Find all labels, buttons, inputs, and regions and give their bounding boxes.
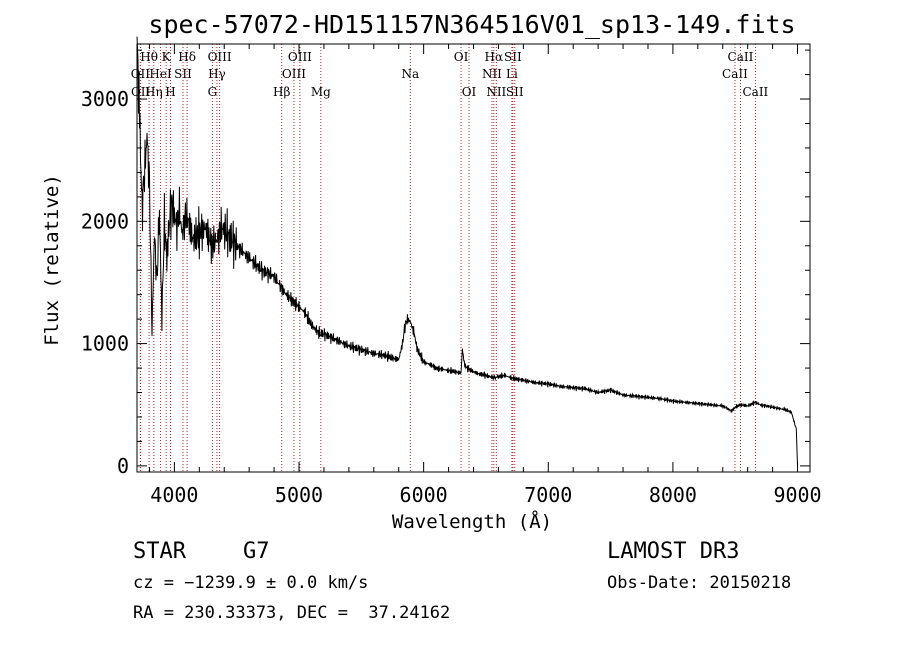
plot-frame: [136, 43, 811, 473]
line-label: SII: [174, 67, 192, 81]
line-label: Hγ: [208, 67, 226, 81]
object-subclass: G7: [243, 539, 270, 564]
line-label: Na: [401, 67, 419, 81]
survey-name: LAMOST DR3: [607, 539, 740, 564]
x-tick-label: 6000: [400, 483, 448, 507]
line-label: Mg: [311, 85, 331, 99]
y-tick-label: 3000: [81, 87, 129, 111]
line-label: OIII: [208, 50, 232, 64]
y-axis-label: Flux (relative): [41, 174, 63, 346]
axis-ticks: 4000 5000 6000 7000 8000 9000 0 1000 2000 3000: [81, 44, 822, 507]
line-label: NII: [482, 67, 502, 81]
line-label: Hδ: [178, 50, 196, 64]
line-label: OIII: [288, 50, 312, 64]
redshift-cz: cz = −1239.9 ± 0.0 km/s: [133, 573, 369, 593]
series-layer: [136, 36, 798, 466]
x-tick-label: 5000: [275, 483, 323, 507]
line-label: OI: [454, 50, 469, 64]
y-tick-label: 0: [117, 454, 129, 478]
line-label: CaII: [742, 85, 768, 99]
line-label: Hβ: [273, 85, 290, 99]
line-label: H: [165, 85, 175, 99]
line-label: HeI: [149, 67, 172, 81]
line-label: G: [208, 85, 218, 99]
line-label: CaII: [728, 50, 754, 64]
line-label: OIII: [282, 67, 306, 81]
line-label: Hα: [485, 50, 504, 64]
line-label: SII: [504, 50, 522, 64]
line-label: OI: [462, 85, 477, 99]
object-class: STAR: [133, 539, 186, 564]
y-tick-label: 1000: [81, 332, 129, 356]
y-tick-label: 2000: [81, 209, 129, 233]
line-label: NII: [486, 85, 506, 99]
line-label: CaII: [722, 67, 748, 81]
line-label: K: [162, 50, 172, 64]
x-tick-label: 9000: [773, 483, 821, 507]
x-tick-label: 8000: [649, 483, 697, 507]
line-label: Hθ: [140, 50, 158, 64]
series-flux: [136, 36, 798, 466]
line-label: Hη: [145, 85, 163, 99]
observation-date: Obs-Date: 20150218: [607, 573, 792, 593]
line-label: Li: [506, 67, 518, 81]
x-tick-label: 4000: [150, 483, 198, 507]
line-label: OII: [131, 85, 151, 99]
x-tick-label: 7000: [524, 483, 572, 507]
line-markers: HθOIIOIIHηHeIKHSIIHδGHγOIIIHβOIIIOIIIMgN…: [131, 44, 769, 472]
line-label: SII: [506, 85, 524, 99]
chart-title: spec-57072-HD151157N364516V01_sp13-149.f…: [148, 10, 795, 39]
ra-dec: RA = 230.33373, DEC = 37.24162: [133, 603, 451, 623]
x-axis-label: Wavelength (Å): [392, 510, 552, 533]
